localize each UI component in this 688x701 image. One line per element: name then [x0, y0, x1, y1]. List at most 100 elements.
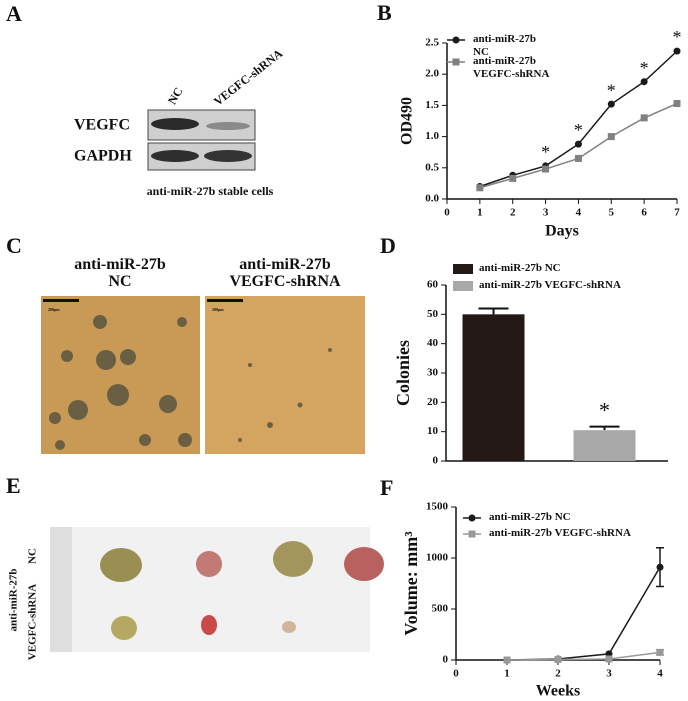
x-tick-label: 1 — [477, 207, 483, 219]
panel-label: E — [6, 473, 21, 498]
legend-label: anti-miR-27b NC — [489, 511, 571, 523]
marker — [542, 165, 550, 173]
marker — [640, 114, 648, 122]
band — [151, 118, 199, 130]
band — [204, 150, 252, 162]
scale-text: 200μm — [48, 307, 60, 312]
lane-label: NC — [165, 85, 186, 107]
scale-text: 200μm — [212, 307, 224, 312]
legend-label: anti-miR-27b NC — [479, 262, 561, 274]
series-line — [506, 651, 661, 661]
marker — [509, 174, 517, 182]
y-tick-label: 1000 — [426, 552, 449, 564]
y-axis-label: OD490 — [399, 97, 416, 145]
group-label: anti-miR-27b — [8, 569, 20, 632]
x-tick-label: 0 — [453, 668, 459, 680]
annotation: * — [599, 398, 610, 423]
y-tick-label: 1500 — [426, 501, 449, 513]
marker — [673, 100, 681, 108]
y-axis-label: Volume: mm³ — [401, 531, 421, 636]
y-tick-label: 10 — [427, 425, 439, 437]
marker — [574, 154, 582, 162]
legend-label: anti-miR-27b NC — [479, 262, 561, 274]
x-axis-label: Days — [545, 223, 579, 240]
x-tick-label: 3 — [606, 668, 612, 680]
colony-image — [205, 296, 365, 454]
y-tick-label: 0 — [443, 654, 449, 666]
panel-label: B — [377, 0, 392, 25]
x-tick-label: 7 — [674, 207, 680, 219]
x-tick-label: 2 — [510, 207, 516, 219]
y-tick-label: 50 — [427, 308, 439, 320]
row-label: VEGFC — [74, 117, 130, 134]
x-tick-label: 1 — [504, 668, 510, 680]
legend-marker — [452, 58, 460, 66]
legend-label: anti-miR-27b VEGFC-shRNA — [479, 279, 621, 291]
row-label: VEGFC-shRNA — [27, 584, 39, 660]
y-tick-label: 500 — [432, 603, 449, 615]
legend-label: anti-miR-27b NC — [473, 33, 536, 58]
legend-label: anti-miR-27b NC — [473, 33, 536, 58]
row-label: GAPDH — [74, 148, 132, 165]
image-label: anti-miR-27b NC — [74, 256, 166, 290]
panel-label: A — [6, 1, 22, 26]
y-tick-label: 0.0 — [425, 193, 439, 205]
panel-label: F — [380, 475, 393, 500]
ruler — [50, 527, 72, 652]
legend-label: anti-miR-27b VEGFC-shRNA — [479, 279, 621, 291]
y-tick-label: 1.0 — [425, 130, 439, 142]
marker — [607, 133, 615, 141]
marker — [656, 563, 664, 571]
image-label: anti-miR-27b VEGFC-shRNA — [229, 256, 341, 290]
legend-label: anti-miR-27b VEGFC-shRNA — [473, 55, 550, 80]
marker — [605, 655, 613, 663]
caption: anti-miR-27b stable cells — [147, 184, 274, 198]
legend-swatch — [453, 264, 473, 274]
annotation: * — [607, 80, 616, 100]
marker — [503, 656, 511, 664]
marker — [607, 100, 615, 108]
marker — [656, 648, 664, 656]
legend-label: anti-miR-27b VEGFC-shRNA — [489, 527, 631, 539]
x-tick-label: 6 — [641, 207, 647, 219]
annotation: * — [673, 27, 682, 47]
marker — [574, 140, 582, 148]
x-tick-label: 4 — [657, 668, 663, 680]
marker — [554, 655, 562, 663]
marker — [640, 78, 648, 86]
annotation: * — [541, 142, 550, 162]
image-label: anti-miR-27b VEGFC-shRNA — [229, 256, 341, 290]
y-tick-label: 1.5 — [425, 99, 439, 111]
x-tick-label: 2 — [555, 668, 561, 680]
legend-swatch — [453, 281, 473, 291]
y-axis-label: Colonies — [393, 340, 413, 406]
colonies — [49, 315, 332, 450]
image-label: anti-miR-27b NC — [74, 256, 166, 290]
y-tick-label: 20 — [427, 396, 439, 408]
scale-bar — [43, 299, 79, 302]
annotation: * — [640, 58, 649, 78]
error-bar — [478, 307, 509, 315]
y-tick-label: 2.0 — [425, 68, 439, 80]
y-tick-label: 30 — [427, 367, 439, 379]
marker — [673, 47, 681, 55]
legend-label: anti-miR-27b VEGFC-shRNA — [489, 527, 631, 539]
band — [151, 150, 199, 162]
band — [206, 122, 250, 130]
legend-marker — [468, 530, 476, 538]
y-tick-label: 0.5 — [425, 161, 439, 173]
legend-label: anti-miR-27b NC — [489, 511, 571, 523]
annotation: * — [574, 120, 583, 140]
bar — [573, 430, 636, 461]
row-label: NC — [27, 548, 39, 564]
legend-label: anti-miR-27b VEGFC-shRNA — [473, 55, 550, 80]
x-tick-label: 0 — [444, 207, 450, 219]
x-tick-label: 3 — [543, 207, 549, 219]
legend-marker — [452, 36, 460, 44]
legend-marker — [468, 514, 476, 522]
x-tick-label: 4 — [576, 207, 582, 219]
lane-label: VEGFC-shRNA — [211, 46, 286, 109]
y-tick-label: 2.5 — [425, 37, 439, 49]
